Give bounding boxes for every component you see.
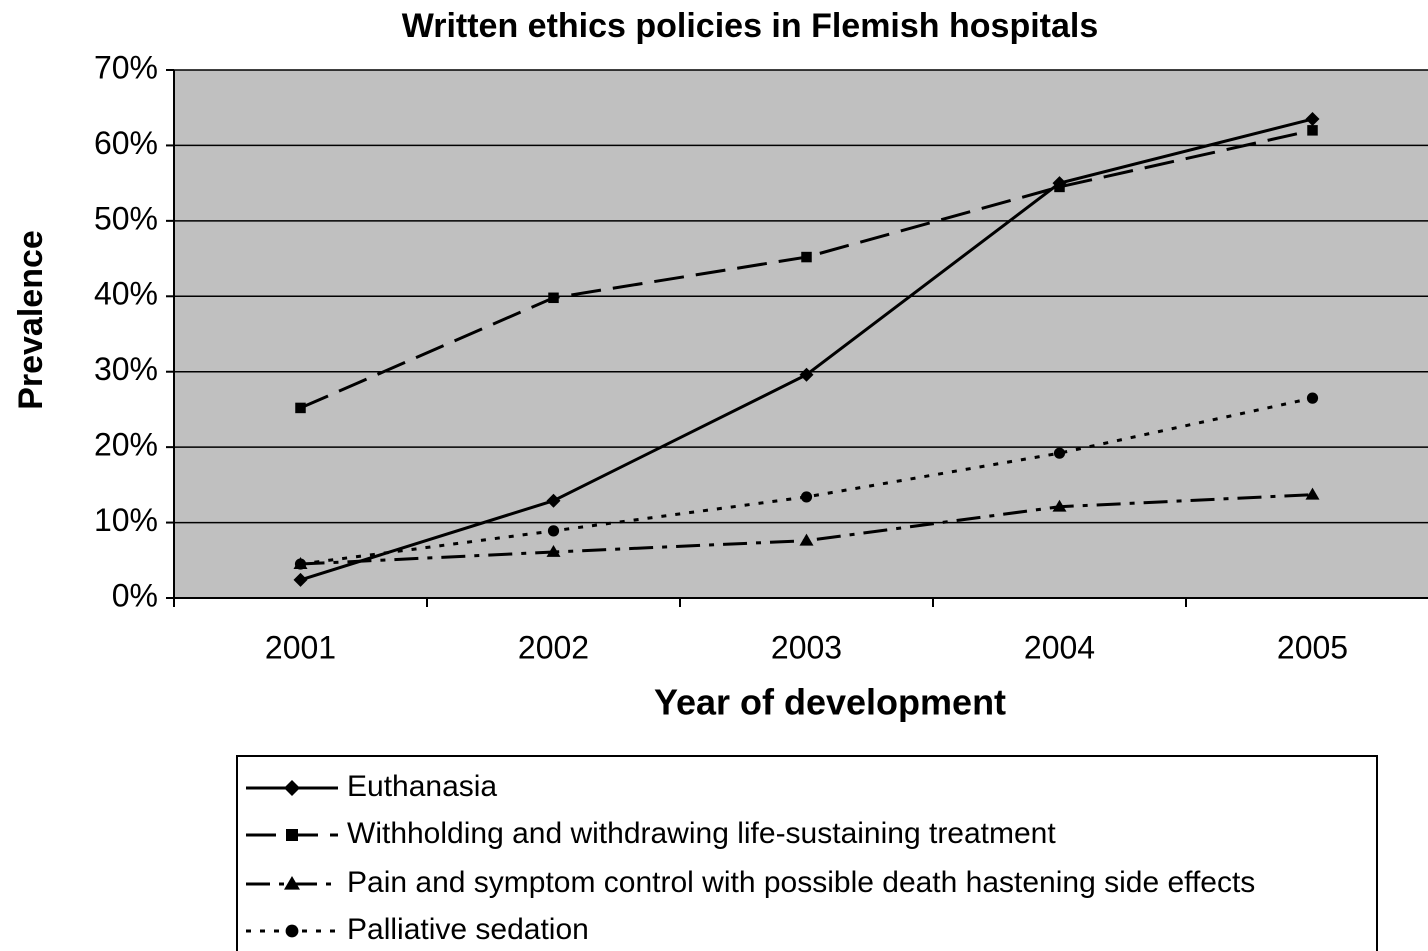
marker — [1305, 112, 1320, 127]
marker — [801, 251, 812, 263]
x-axis-label: Year of development — [654, 682, 1006, 723]
marker — [546, 544, 561, 557]
legend-label: Palliative sedation — [347, 913, 589, 946]
legend-label: Withholding and withdrawing life-sustain… — [347, 817, 1056, 850]
x-tick-label: 2003 — [771, 629, 842, 665]
marker — [799, 533, 814, 546]
legend-label: Pain and symptom control with possible d… — [347, 866, 1255, 899]
marker — [800, 491, 813, 503]
y-tick-label: 40% — [94, 276, 158, 312]
y-tick-label: 0% — [112, 577, 158, 613]
marker — [294, 558, 307, 570]
x-tick-label: 2001 — [265, 629, 336, 665]
marker — [546, 493, 561, 508]
chart-title: Written ethics policies in Flemish hospi… — [402, 7, 1099, 45]
marker — [1306, 392, 1319, 404]
marker — [285, 924, 299, 938]
marker — [1053, 447, 1066, 459]
marker — [799, 367, 814, 382]
marker — [1052, 499, 1067, 512]
legend — [236, 755, 1378, 951]
y-tick-label: 30% — [94, 351, 158, 387]
y-tick-label: 50% — [94, 200, 158, 236]
marker — [284, 876, 300, 890]
marker — [1307, 125, 1318, 136]
y-tick-label: 60% — [94, 125, 158, 161]
y-tick-label: 70% — [94, 49, 158, 85]
marker — [548, 292, 559, 304]
plot-area — [174, 70, 1428, 598]
x-tick-label: 2004 — [1024, 629, 1095, 665]
series-line — [300, 396, 1313, 566]
y-axis-label: Prevalence — [12, 230, 50, 410]
y-tick-label: 10% — [94, 502, 158, 538]
marker — [293, 572, 308, 587]
marker — [1054, 181, 1065, 193]
marker — [295, 402, 306, 414]
legend-label: Euthanasia — [347, 770, 497, 803]
marker — [284, 780, 300, 796]
x-tick-label: 2005 — [1277, 629, 1348, 665]
marker — [286, 829, 298, 841]
marker — [1305, 487, 1320, 500]
x-tick-label: 2002 — [518, 629, 589, 665]
marker — [547, 525, 560, 537]
y-tick-label: 20% — [94, 427, 158, 463]
